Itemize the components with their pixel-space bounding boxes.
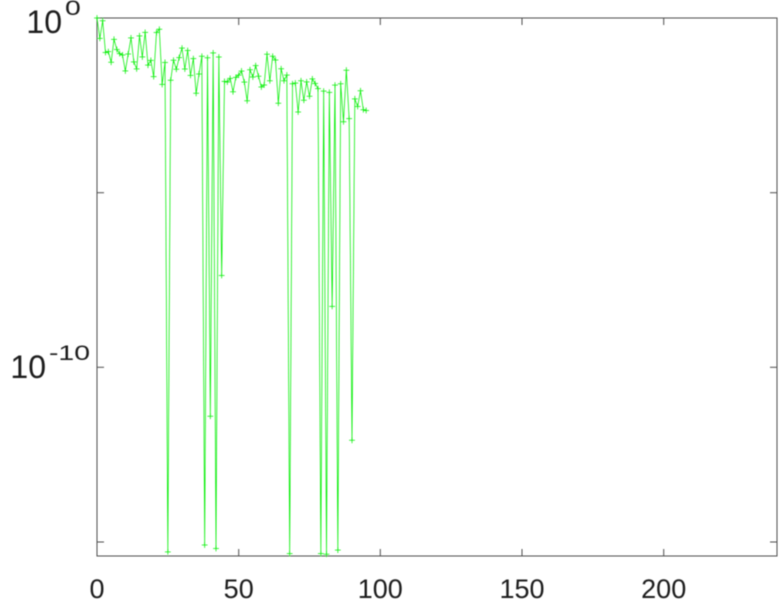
svg-text:50: 50 [224, 574, 254, 600]
svg-text:0: 0 [65, 0, 81, 20]
svg-text:0: 0 [89, 574, 104, 600]
svg-text:200: 200 [641, 574, 686, 600]
svg-text:10: 10 [10, 349, 46, 385]
svg-text:10: 10 [26, 4, 62, 40]
svg-text:150: 150 [499, 574, 544, 600]
svg-text:-10: -10 [49, 341, 90, 365]
svg-text:100: 100 [358, 574, 403, 600]
